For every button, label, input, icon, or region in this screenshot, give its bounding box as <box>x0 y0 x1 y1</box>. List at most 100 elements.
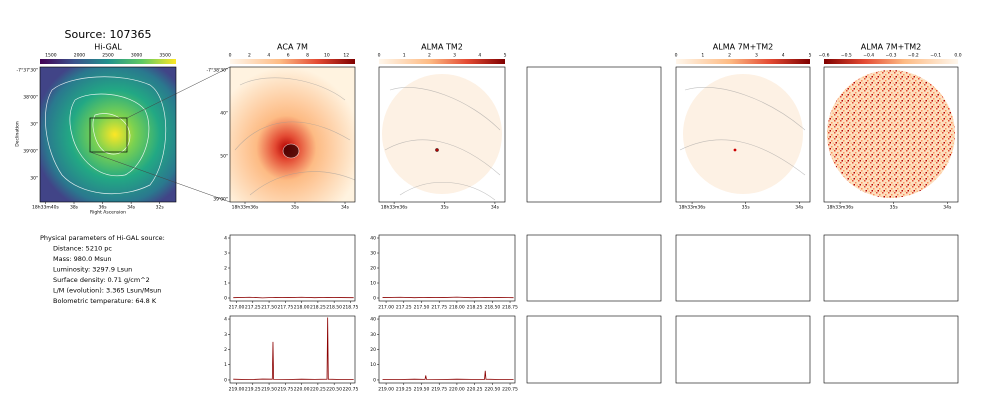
x-tick-label: 34s <box>943 205 952 211</box>
image-frame <box>229 66 356 203</box>
y-tick-label: -7°37'30" <box>17 68 39 74</box>
colorbar <box>379 59 505 64</box>
colorbar-tick-label: 1500 <box>45 53 57 59</box>
empty-panel <box>526 234 662 302</box>
y-tick-label: 30 <box>370 332 376 338</box>
y-tick-label: 30 <box>370 251 376 257</box>
y-tick-label: 30" <box>30 122 38 128</box>
colorbar <box>824 59 958 64</box>
colorbar-tick-label: 2 <box>728 53 731 59</box>
colorbar-tick-label: 12 <box>343 53 349 59</box>
x-tick-label: 217.50 <box>261 305 277 311</box>
x-tick-label: 34s <box>127 205 136 211</box>
x-tick-label: 217.50 <box>414 305 430 311</box>
y-tick-label: 4 <box>224 317 227 323</box>
y-tick-label: 1 <box>224 281 227 287</box>
y-tick-label: 40 <box>370 317 376 323</box>
colorbar-tick-label: 0 <box>675 53 678 59</box>
x-tick-label: 217.75 <box>431 305 447 311</box>
y-tick-label: 4 <box>224 236 227 242</box>
combo-contours <box>679 87 806 176</box>
x-tick-label: 218.00 <box>294 305 310 311</box>
parameter: L/M (evolution): 3.365 Lsun/Msun <box>53 287 161 295</box>
x-tick-label: 36s <box>99 205 108 211</box>
parameters-heading: Physical parameters of Hi-GAL source: <box>40 234 165 242</box>
x-tick-label: 218.50 <box>484 305 500 311</box>
y-tick-label: 2 <box>224 347 227 353</box>
colorbar-tick-label: 4 <box>478 53 481 59</box>
figure-title: Source: 107365 <box>65 28 152 41</box>
panel-title: Hi-GAL <box>94 43 122 52</box>
x-tick-label: 217.00 <box>229 305 245 311</box>
colorbar-tick-label: −0.1 <box>930 53 941 59</box>
colorbar-tick-label: 6 <box>287 53 290 59</box>
x-tick-label: 219.50 <box>261 387 277 393</box>
colorbar-tick-label: 4 <box>782 53 785 59</box>
x-tick-label: 219.75 <box>431 387 447 393</box>
x-tick-label: 18h33m36s <box>679 205 706 211</box>
colorbar-tick-label: −0.6 <box>819 53 830 59</box>
zoom-line <box>89 151 231 203</box>
residual-image <box>827 70 955 198</box>
spectrum-frame <box>229 234 356 302</box>
y-tick-label: 39'00" <box>23 149 38 155</box>
combo-image <box>683 74 803 194</box>
colorbar-tick-label: 3500 <box>159 53 171 59</box>
x-tick-label: 35s <box>440 205 449 211</box>
colorbar-tick-label: −0.2 <box>908 53 919 59</box>
x-tick-label: 220.50 <box>484 387 500 393</box>
x-tick-label: 220.50 <box>326 387 342 393</box>
y-tick-label: 20 <box>370 347 376 353</box>
spectrum <box>233 317 354 381</box>
x-tick-label: 219.25 <box>396 387 412 393</box>
colorbar-tick-label: −0.4 <box>863 53 874 59</box>
y-tick-label: 50" <box>220 154 228 160</box>
colorbar-tick-label: 0 <box>229 53 232 59</box>
image-frame <box>39 66 177 203</box>
empty-panel <box>526 315 662 384</box>
x-tick-label: 38s <box>70 205 79 211</box>
x-tick-label: 34s <box>491 205 500 211</box>
y-tick-label: 10 <box>370 362 376 368</box>
colorbar-tick-label: −0.5 <box>841 53 852 59</box>
x-tick-label: 220.00 <box>294 387 310 393</box>
y-tick-label: 1 <box>224 362 227 368</box>
colorbar-tick-label: 1 <box>701 53 704 59</box>
empty-panel <box>675 315 811 384</box>
x-tick-label: 34s <box>795 205 804 211</box>
colorbar-tick-label: 3 <box>453 53 456 59</box>
x-tick-label: 219.00 <box>229 387 245 393</box>
hi-gal-contours <box>45 76 167 195</box>
parameter: Mass: 980.0 Msun <box>53 255 112 263</box>
x-tick-label: 220.00 <box>449 387 465 393</box>
panel-title: ALMA 7M+TM2 <box>861 43 921 52</box>
image-frame <box>823 66 959 203</box>
hi-gal-image <box>40 67 176 202</box>
y-tick-label: 40" <box>220 111 228 117</box>
colorbar-tick-label: 1 <box>403 53 406 59</box>
image-frame <box>378 66 506 203</box>
y-tick-label: 20 <box>370 266 376 272</box>
colorbar-tick-label: 0 <box>378 53 381 59</box>
colorbar-tick-label: 5 <box>809 53 812 59</box>
aca-image <box>230 67 355 202</box>
x-tick-label: 18h33m36s <box>381 205 408 211</box>
x-tick-label: 220.75 <box>343 387 359 393</box>
x-tick-label: 217.75 <box>277 305 293 311</box>
colorbar-tick-label: −0.3 <box>886 53 897 59</box>
colorbar <box>676 59 810 64</box>
colorbar-tick-label: 10 <box>324 53 330 59</box>
panel-title: ALMA TM2 <box>421 43 463 52</box>
y-tick-label: 3 <box>224 332 227 338</box>
aca-contours <box>234 77 356 196</box>
y-axis-label: Declination <box>15 121 21 147</box>
colorbar-tick-label: 5 <box>504 53 507 59</box>
x-tick-label: 218.25 <box>467 305 483 311</box>
x-tick-label: 219.50 <box>414 387 430 393</box>
colorbar-tick-label: 2 <box>248 53 251 59</box>
colorbar-tick-label: 2000 <box>74 53 86 59</box>
y-tick-label: 0 <box>224 377 227 383</box>
y-tick-label: 10 <box>370 281 376 287</box>
y-tick-label: -7°38'30" <box>207 68 229 74</box>
spectrum <box>233 296 354 299</box>
